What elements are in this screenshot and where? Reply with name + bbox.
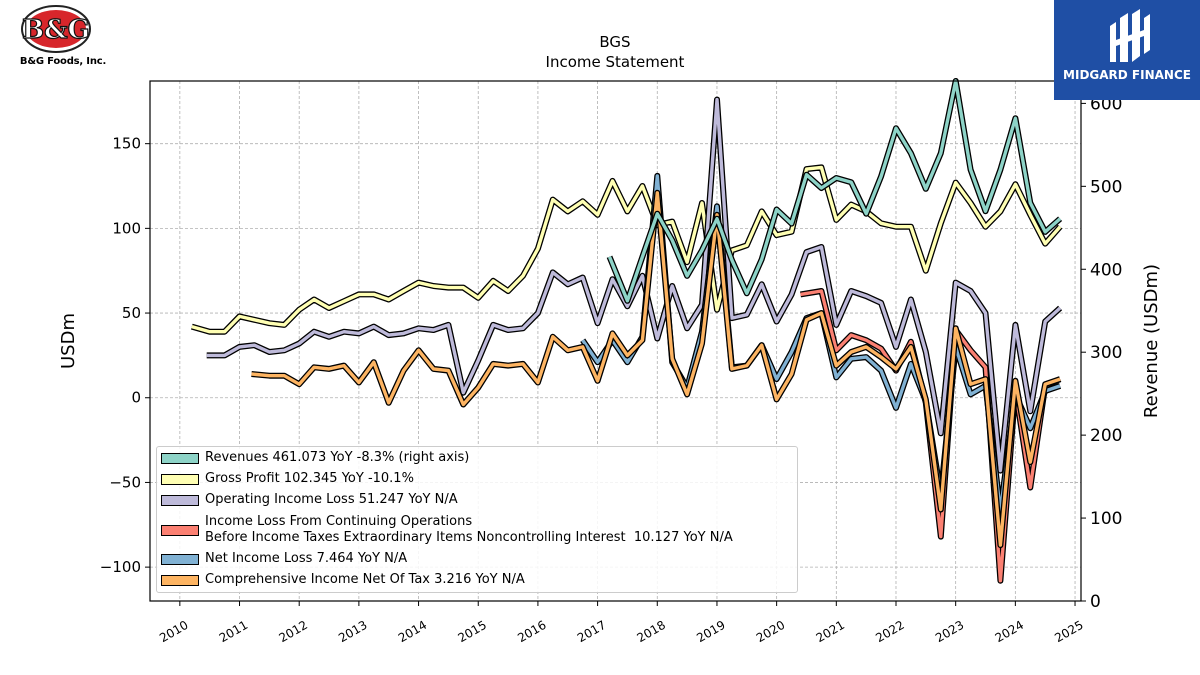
series-gross_profit	[190, 164, 1063, 335]
x-tick-label: 2024	[993, 618, 1026, 645]
legend-item-operating-income: Operating Income Loss 51.247 YoY N/A	[161, 492, 458, 508]
legend-label-comprehensive-income: Comprehensive Income Net Of Tax 3.216 Yo…	[205, 572, 525, 587]
chart-subtitle: Income Statement	[546, 53, 685, 71]
y2-tick-label: 300	[1090, 343, 1122, 363]
bg-mark-text: B&G	[22, 15, 90, 45]
x-tick-label: 2014	[396, 618, 429, 645]
bg-foods-emblem-icon: B&G	[21, 5, 91, 53]
y-tick-label: −50	[109, 473, 141, 491]
legend-swatch-revenues	[161, 453, 199, 464]
series-layer	[190, 78, 1063, 584]
legend-label-revenues: Revenues 461.073 YoY -8.3% (right axis)	[205, 450, 470, 465]
x-tick-label: 2010	[157, 618, 190, 645]
series-operating	[206, 96, 1063, 474]
series-comprehensive	[251, 189, 1062, 549]
legend-swatch-pretax-income	[161, 525, 199, 536]
legend-swatch-operating-income	[161, 495, 199, 506]
x-tick-label: 2012	[276, 618, 309, 645]
legend-item-revenues: Revenues 461.073 YoY -8.3% (right axis)	[161, 450, 469, 466]
series-line-operating	[206, 97, 1062, 473]
series-line-revenues	[607, 79, 1062, 303]
bg-foods-logo: B&G B&G Foods, Inc.	[8, 4, 118, 70]
series-line-gross_profit	[191, 165, 1062, 334]
legend-item-gross-profit: Gross Profit 102.345 YoY -10.1%	[161, 471, 414, 487]
legend-item-net-income: Net Income Loss 7.464 YoY N/A	[161, 551, 407, 567]
y2-tick-label: 100	[1090, 509, 1122, 529]
y-tick-label: 100	[112, 219, 141, 237]
y2-axis-label: Revenue (USDm)	[1141, 264, 1162, 418]
x-tick-label: 2011	[217, 618, 250, 645]
x-tick-label: 2025	[1052, 618, 1085, 645]
y-tick-label: 0	[131, 389, 141, 407]
series-revenues	[606, 78, 1063, 304]
y2-tick-label: 0	[1090, 592, 1101, 612]
x-tick-label: 2022	[873, 618, 906, 645]
plot-frame	[149, 80, 1082, 602]
legend-item-pretax-income: Income Loss From Continuing Operations B…	[161, 514, 733, 546]
y-tick-label: −100	[100, 558, 141, 576]
bg-foods-caption: B&G Foods, Inc.	[19, 56, 107, 67]
legend-label-operating-income: Operating Income Loss 51.247 YoY N/A	[205, 492, 458, 507]
x-tick-label: 2016	[515, 618, 548, 645]
x-tick-label: 2017	[575, 618, 608, 645]
x-tick-label: 2015	[456, 618, 489, 645]
x-tick-label: 2021	[814, 618, 847, 645]
legend-label-gross-profit: Gross Profit 102.345 YoY -10.1%	[205, 471, 414, 486]
y2-tick-label: 500	[1090, 177, 1122, 197]
y-tick-label: 150	[112, 135, 141, 153]
y2-tick-label: 200	[1090, 426, 1122, 446]
x-tick-label: 2019	[694, 618, 727, 645]
y2-tick-label: 400	[1090, 260, 1122, 280]
series-line-comprehensive	[251, 191, 1061, 547]
x-tick-label: 2023	[933, 618, 966, 645]
legend: Revenues 461.073 YoY -8.3% (right axis) …	[156, 446, 798, 593]
midgard-finance-logo: MIDGARD FINANCE	[1054, 0, 1200, 100]
y-axis-label: USDm	[58, 313, 79, 369]
x-tick-label: 2013	[336, 618, 369, 645]
y-tick-label: 50	[122, 304, 141, 322]
legend-swatch-gross-profit	[161, 474, 199, 485]
legend-swatch-net-income	[161, 554, 199, 565]
x-tick-label: 2020	[754, 618, 787, 645]
legend-label-pretax-income: Income Loss From Continuing Operations B…	[205, 514, 733, 545]
chart-title: BGS	[599, 33, 630, 51]
legend-item-comprehensive-income: Comprehensive Income Net Of Tax 3.216 Yo…	[161, 572, 525, 588]
x-tick-label: 2018	[635, 618, 668, 645]
legend-swatch-comprehensive-income	[161, 575, 199, 586]
midgard-emblem-icon	[1110, 9, 1150, 62]
midgard-caption: MIDGARD FINANCE	[1063, 68, 1191, 82]
legend-label-net-income: Net Income Loss 7.464 YoY N/A	[205, 551, 408, 566]
